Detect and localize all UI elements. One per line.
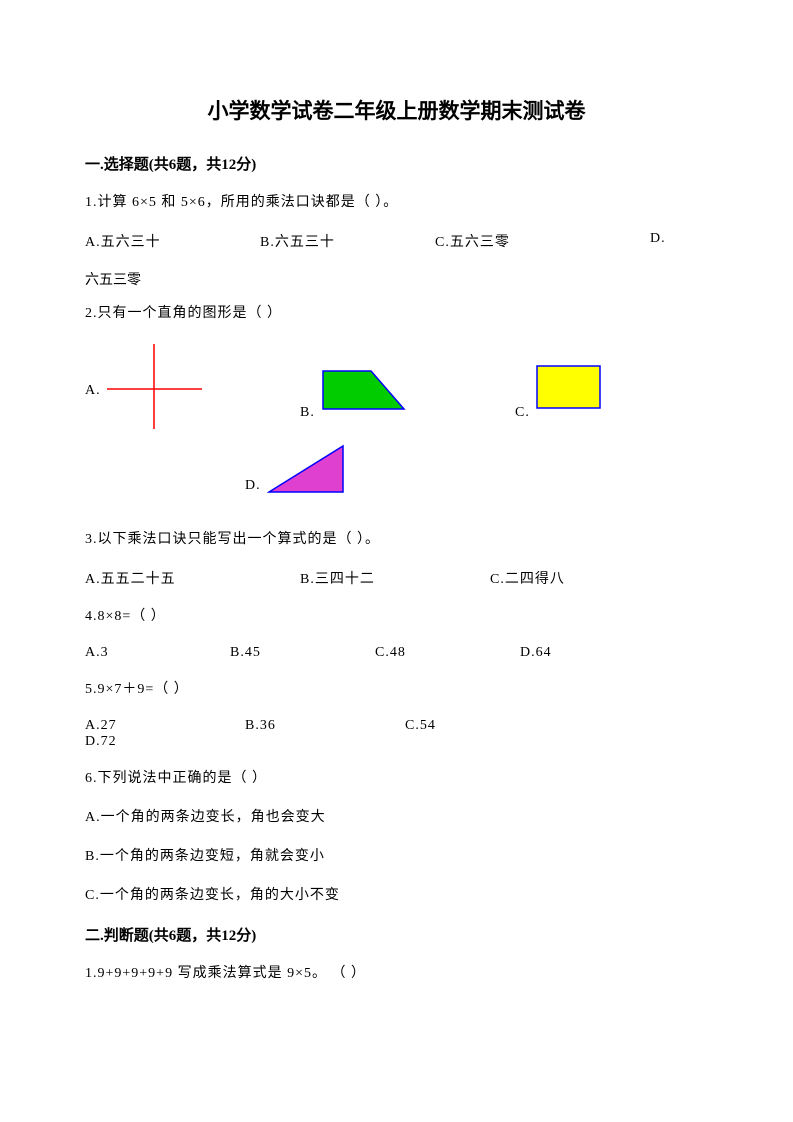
page-title: 小学数学试卷二年级上册数学期末测试卷 <box>85 95 708 125</box>
q3-text: 3.以下乘法口诀只能写出一个算式的是（ ）。 <box>85 529 708 550</box>
q2-shapes-row2: D. <box>245 444 708 494</box>
rectangle-icon <box>536 365 601 409</box>
q2-opt-d: D. <box>245 478 261 494</box>
q6-text: 6.下列说法中正确的是（ ） <box>85 768 708 789</box>
q2-opt-c: C. <box>515 405 530 421</box>
q1-options: A.五六三十 B.六五三十 C.五六三零 D. <box>85 231 708 251</box>
q2-opt-b: B. <box>300 405 315 421</box>
cross-icon <box>107 344 202 429</box>
q2-text: 2.只有一个直角的图形是（ ） <box>85 303 708 324</box>
q4-options: A.3 B.45 C.48 D.64 <box>85 645 708 661</box>
q4-opt-c: C.48 <box>375 645 520 661</box>
q5-options: A.27 B.36 C.54 D.72 <box>85 718 708 750</box>
section-2-header: 二.判断题(共6题，共12分) <box>85 924 708 945</box>
q1-opt-c: C.五六三零 <box>435 231 650 251</box>
q4-opt-a: A.3 <box>85 645 230 661</box>
q5-opt-a: A.27 <box>85 718 245 734</box>
q2-shapes-row1: A. B. C. <box>85 344 708 429</box>
section-1-header: 一.选择题(共6题，共12分) <box>85 153 708 174</box>
q1-opt-d-wrap: 六五三零 <box>85 269 708 289</box>
q4-opt-d: D.64 <box>520 645 665 661</box>
q4-opt-b: B.45 <box>230 645 375 661</box>
q6-opt-c: C.一个角的两条边变长，角的大小不变 <box>85 885 708 906</box>
s2-q1-text: 1.9+9+9+9+9 写成乘法算式是 9×5。 （ ） <box>85 963 708 984</box>
q1-opt-a: A.五六三十 <box>85 231 260 251</box>
q1-opt-b: B.六五三十 <box>260 231 435 251</box>
q5-opt-c: C.54 <box>405 718 565 734</box>
q3-options: A.五五二十五 B.三四十二 C.二四得八 <box>85 568 708 588</box>
q3-opt-c: C.二四得八 <box>490 568 565 588</box>
q5-opt-b: B.36 <box>245 718 405 734</box>
q6-opt-b: B.一个角的两条边变短，角就会变小 <box>85 846 708 867</box>
q4-text: 4.8×8=（ ） <box>85 606 708 627</box>
q5-opt-d: D.72 <box>85 734 245 750</box>
q6-opt-a: A.一个角的两条边变长，角也会变大 <box>85 807 708 828</box>
q3-opt-b: B.三四十二 <box>300 568 490 588</box>
q2-opt-a: A. <box>85 383 101 399</box>
q5-text: 5.9×7＋9=（ ） <box>85 679 708 700</box>
q1-text: 1.计算 6×5 和 5×6，所用的乘法口诀都是（ ）。 <box>85 192 708 213</box>
q1-opt-d: D. <box>650 231 666 251</box>
q3-opt-a: A.五五二十五 <box>85 568 300 588</box>
triangle-icon <box>267 444 345 494</box>
trapezoid-icon <box>321 369 406 411</box>
